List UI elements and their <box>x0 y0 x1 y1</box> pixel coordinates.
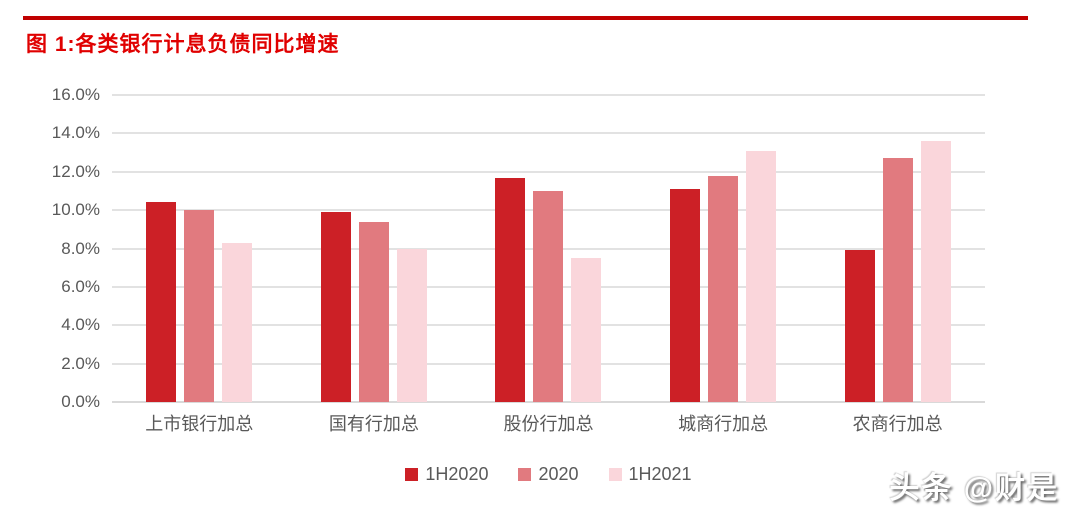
legend-swatch <box>518 468 532 481</box>
gridline <box>112 170 985 173</box>
bar-group <box>461 95 636 402</box>
y-axis: 0.0% 2.0% 4.0% 6.0% 8.0% 10.0% 12.0% 14.0% 16.0% <box>0 85 100 411</box>
bar-1H2021-上市银行加总 <box>222 242 253 402</box>
bar-1H2021-国有行加总 <box>396 248 427 402</box>
bar-2020-城商行加总 <box>708 175 739 402</box>
gridline <box>112 401 985 403</box>
bar-2020-农商行加总 <box>882 158 913 402</box>
watermark: 头条 @财是 <box>889 472 1059 505</box>
category-label: 城商行加总 <box>678 414 769 434</box>
bar-group <box>287 95 462 402</box>
bar-1H2020-股份行加总 <box>495 177 526 402</box>
bar-1H2021-城商行加总 <box>746 150 777 402</box>
y-tick-label: 0.0% <box>61 392 100 411</box>
bar-1H2020-城商行加总 <box>670 189 701 402</box>
bar-group <box>810 95 985 402</box>
category-label: 国有行加总 <box>328 414 419 434</box>
bar-1H2020-上市银行加总 <box>146 202 177 402</box>
legend: 1H2020 2020 1H2021 <box>112 464 985 485</box>
y-tick-label: 14.0% <box>51 123 100 143</box>
y-tick-label: 10.0% <box>51 200 100 220</box>
gridline <box>112 94 985 96</box>
bar-2020-国有行加总 <box>358 221 389 402</box>
legend-item-1H2021: 1H2021 <box>608 464 692 485</box>
y-tick-label: 4.0% <box>61 315 100 335</box>
category-label: 股份行加总 <box>503 414 594 434</box>
bar-1H2020-农商行加总 <box>844 250 875 402</box>
y-tick-label: 6.0% <box>61 276 100 296</box>
gridline <box>112 132 985 135</box>
category-label: 农商行加总 <box>852 414 943 434</box>
legend-label: 1H2020 <box>425 464 489 484</box>
legend-label: 1H2021 <box>628 464 692 484</box>
legend-swatch <box>405 468 419 481</box>
legend-item-1H2020: 1H2020 <box>405 464 488 485</box>
y-tick-label: 8.0% <box>61 238 100 258</box>
bar-1H2020-国有行加总 <box>320 212 351 402</box>
legend-item-2020: 2020 <box>518 464 579 485</box>
bar-1H2021-农商行加总 <box>920 141 951 402</box>
y-tick-label: 16.0% <box>51 85 100 104</box>
legend-label: 2020 <box>538 464 579 484</box>
bar-2020-股份行加总 <box>533 190 564 402</box>
bar-group <box>112 95 287 402</box>
bar-1H2021-股份行加总 <box>571 258 602 402</box>
page-title: 图 1:各类银行计息负债同比增速 <box>26 33 340 56</box>
bar-group <box>636 95 811 402</box>
bar-groups <box>112 95 985 402</box>
category-label: 上市银行加总 <box>145 414 254 434</box>
y-tick-label: 2.0% <box>61 353 100 373</box>
header-rule <box>23 16 1028 20</box>
legend-swatch <box>608 468 622 481</box>
bar-2020-上市银行加总 <box>184 210 215 402</box>
x-axis: 上市银行加总 国有行加总 股份行加总 城商行加总 农商行加总 <box>112 410 985 436</box>
y-tick-label: 12.0% <box>51 161 100 181</box>
